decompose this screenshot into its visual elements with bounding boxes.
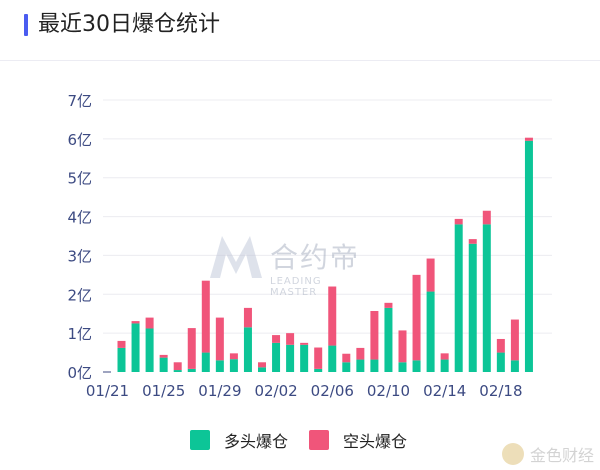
bar-long xyxy=(412,360,421,372)
bar-short xyxy=(524,137,533,141)
bar-short xyxy=(145,317,154,329)
bar-short xyxy=(426,258,435,292)
legend-item-long[interactable]: 多头爆仓 xyxy=(190,428,288,452)
watermark-corner: 金色财经 xyxy=(501,442,594,466)
bar-long xyxy=(243,327,252,372)
bar-long xyxy=(286,344,295,372)
bar-long xyxy=(468,243,477,372)
bar-long xyxy=(187,368,196,372)
bar-long xyxy=(384,307,393,372)
watermark-center: 合约帝 LEADING MASTER xyxy=(208,232,361,298)
chart-header: 最近30日爆仓统计 xyxy=(0,0,600,61)
title-accent-bar xyxy=(24,14,28,36)
bar-short xyxy=(370,310,379,360)
bar-short xyxy=(342,353,351,363)
bar-long xyxy=(159,357,168,372)
y-tick-label: 2亿 xyxy=(67,286,92,304)
bar-long xyxy=(314,368,323,372)
legend-item-short[interactable]: 空头爆仓 xyxy=(309,428,407,452)
bar-short xyxy=(117,340,126,348)
bar-long xyxy=(173,370,182,372)
bar-short xyxy=(328,286,337,346)
legend-label-short: 空头爆仓 xyxy=(343,432,408,451)
bar-short xyxy=(187,328,196,369)
bar-long xyxy=(117,347,126,372)
bar-short xyxy=(398,330,407,363)
bar-long xyxy=(524,140,533,372)
y-tick-label: 6亿 xyxy=(67,131,92,149)
watermark-text: 合约帝 xyxy=(270,241,361,274)
bar-short xyxy=(300,342,309,345)
x-tick-label: 01/29 xyxy=(198,382,241,400)
bar-long xyxy=(496,352,505,372)
y-tick-label: 7亿 xyxy=(67,92,92,110)
watermark-subtext: LEADING MASTER xyxy=(270,276,322,298)
x-tick-label: 02/06 xyxy=(311,382,354,400)
bar-short xyxy=(258,362,266,368)
bar-long xyxy=(215,360,224,372)
bar-short xyxy=(286,333,295,345)
bar-short xyxy=(468,239,477,244)
bar-long xyxy=(300,344,309,372)
watermark-coin-icon xyxy=(501,443,524,465)
x-tick-label: 01/25 xyxy=(142,382,185,400)
legend-swatch-long xyxy=(190,430,210,450)
x-tick-label: 01/21 xyxy=(86,382,129,400)
bar-long xyxy=(482,224,491,372)
x-tick-label: 02/02 xyxy=(254,382,297,400)
bar-short xyxy=(482,210,491,225)
bar-long xyxy=(426,291,435,372)
bar-short xyxy=(510,319,519,361)
bar-long xyxy=(356,359,365,372)
x-tick-label: 02/10 xyxy=(367,382,410,400)
bar-long xyxy=(398,362,407,372)
bar-long xyxy=(342,362,351,372)
y-tick-label: 1亿 xyxy=(67,325,92,343)
bar-short xyxy=(384,302,393,308)
bar-long xyxy=(229,359,238,372)
bar-short xyxy=(131,321,140,324)
x-tick-label: 02/14 xyxy=(423,382,466,400)
x-tick-label: 02/18 xyxy=(479,382,522,400)
chart-canvas: 0亿 1亿 2亿 3亿 4亿 5亿 6亿 7亿 01/21 01/25 01/29 02/02 02/0… xyxy=(67,92,552,400)
bar-long xyxy=(258,367,266,372)
bar-long xyxy=(145,328,154,372)
y-tick-label: 5亿 xyxy=(67,170,92,188)
chart-legend: 多头爆仓 空头爆仓 xyxy=(0,428,600,452)
bar-long xyxy=(201,352,210,372)
bar-short xyxy=(272,335,281,343)
watermark-m-logo xyxy=(210,236,262,278)
y-tick-label: 0亿 xyxy=(67,364,92,382)
page-title: 最近30日爆仓统计 xyxy=(38,12,220,37)
bar-short xyxy=(412,274,421,361)
bar-long xyxy=(272,342,281,372)
bar-short xyxy=(356,347,365,360)
y-tick-label: 3亿 xyxy=(67,247,92,265)
bar-short xyxy=(243,307,252,328)
bar-short xyxy=(215,317,224,361)
bar-short xyxy=(454,218,463,225)
bar-long xyxy=(131,323,140,372)
legend-swatch-short xyxy=(309,430,329,450)
bar-short xyxy=(201,280,210,353)
bar-long xyxy=(370,359,379,372)
bar-short xyxy=(159,354,168,358)
bar-short xyxy=(173,362,182,371)
bar-long xyxy=(510,360,519,372)
bar-long xyxy=(454,224,463,372)
bar-long xyxy=(440,359,449,372)
bar-short xyxy=(496,338,505,353)
bar-short xyxy=(314,347,323,369)
legend-label-long: 多头爆仓 xyxy=(224,432,289,451)
bar-short xyxy=(229,353,238,360)
bar-long xyxy=(328,345,337,372)
watermark-corner-text: 金色财经 xyxy=(529,446,594,465)
y-tick-label: 4亿 xyxy=(67,209,92,227)
bar-short xyxy=(440,353,449,360)
